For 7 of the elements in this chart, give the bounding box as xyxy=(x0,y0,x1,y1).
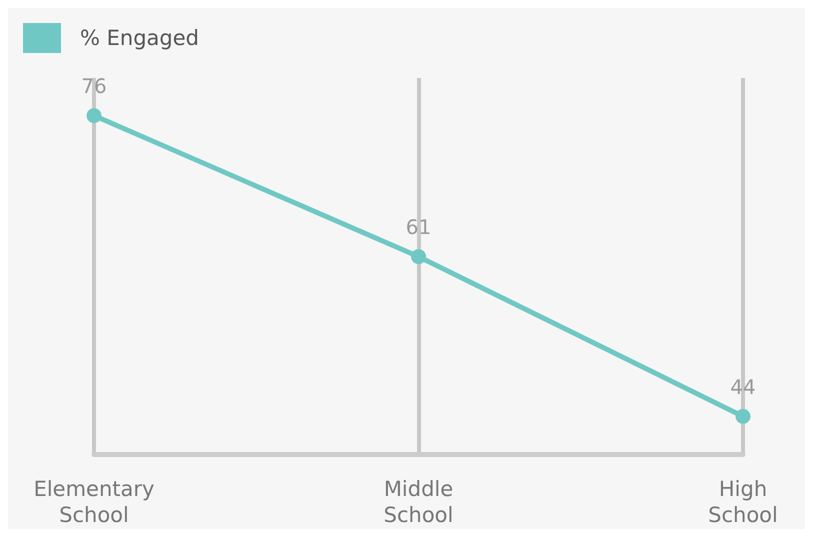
legend-label: % Engaged xyxy=(80,26,199,50)
data-label: 61 xyxy=(406,215,432,240)
x-tick-label: Middle School xyxy=(384,477,454,527)
x-tick-label: High School xyxy=(708,477,778,527)
data-label: 44 xyxy=(730,374,756,399)
data-label: 76 xyxy=(81,74,107,98)
x-tick-label: Elementary School xyxy=(34,477,154,527)
